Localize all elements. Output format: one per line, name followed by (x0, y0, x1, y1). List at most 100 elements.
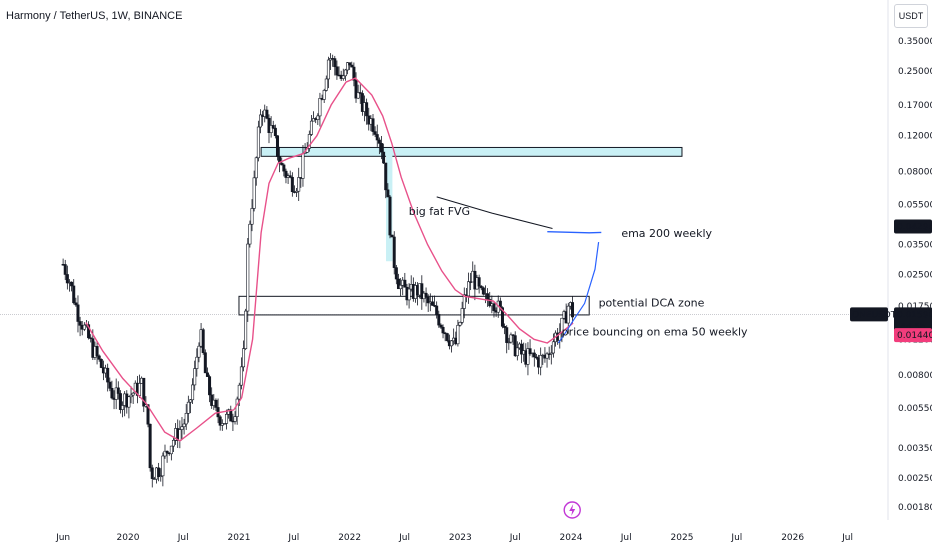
projection-line (557, 242, 600, 344)
x-tick-label: Jul (620, 533, 632, 543)
x-tick-label: Jul (509, 533, 521, 543)
candle (346, 61, 350, 75)
candle (201, 327, 205, 355)
currency-button[interactable]: USDT (894, 4, 928, 28)
y-tick-label: 0.02500 (898, 270, 932, 280)
candle (193, 360, 197, 391)
annotation-ema200: ema 200 weekly (621, 227, 712, 240)
candle-body (182, 423, 186, 428)
candle-body (350, 64, 354, 68)
candle-body (171, 439, 175, 447)
candle (275, 135, 279, 161)
candle-body (377, 139, 381, 144)
candle (458, 321, 462, 327)
candle (65, 265, 69, 290)
candle-body (388, 196, 392, 236)
candle (129, 386, 133, 404)
candle-body (72, 285, 76, 304)
candle (571, 296, 575, 323)
candle (70, 281, 74, 292)
candle-body (488, 299, 492, 307)
y-tick-label: 0.00250 (898, 474, 932, 484)
candle (441, 324, 445, 339)
candle-body (138, 383, 142, 396)
candle-body (365, 102, 369, 117)
candle-body (269, 125, 273, 133)
candle (284, 168, 288, 184)
x-tick-label: Jun (55, 533, 70, 543)
x-tick-label: 2024 (560, 533, 583, 543)
candle-body (356, 92, 360, 99)
bar-countdown: 4d 5h (900, 322, 926, 332)
candle-body (450, 340, 454, 347)
candle-body (420, 283, 424, 300)
candle (549, 345, 553, 365)
y-tick-label: 0.01750 (898, 302, 932, 312)
candle-body (271, 125, 275, 129)
candle (82, 322, 86, 332)
ema-line (85, 77, 574, 442)
candle (150, 464, 154, 488)
candle-body (460, 308, 464, 323)
candle (350, 61, 354, 68)
candle-body (318, 98, 322, 117)
candle-body (121, 405, 125, 410)
candle (437, 310, 441, 328)
candle-body (462, 294, 466, 309)
x-tick-label: Jul (398, 533, 410, 543)
candle-body (445, 333, 449, 341)
candle (505, 325, 509, 354)
candle-body (322, 90, 326, 100)
candle (165, 450, 169, 463)
candle (169, 445, 173, 461)
candle (399, 278, 403, 297)
candle (197, 342, 201, 363)
y-tick-label: 0.00350 (898, 444, 932, 454)
candle-body (242, 348, 246, 368)
candle-body (280, 162, 284, 166)
candle (142, 377, 146, 413)
candle-body (148, 423, 152, 469)
candle (492, 301, 496, 318)
candle-body (70, 281, 74, 287)
lightning-icon (569, 504, 576, 516)
candle-body (549, 352, 553, 355)
candle-body (178, 429, 182, 441)
ema50-price-value: 0.01440 (897, 331, 932, 341)
candle-body (87, 324, 91, 339)
candle-body (534, 356, 538, 359)
x-tick-label: Jul (841, 533, 853, 543)
candle-body (188, 399, 192, 403)
x-tick-label: 2020 (117, 533, 140, 543)
candle (222, 423, 226, 425)
y-tick-label: 0.12000 (898, 132, 932, 142)
candle (433, 295, 437, 308)
candle (390, 234, 394, 238)
candle (388, 195, 392, 239)
candle-body (265, 109, 269, 119)
candle (396, 273, 400, 290)
candle-body (500, 307, 504, 327)
candle (379, 136, 383, 160)
candle (254, 156, 258, 186)
candle (534, 353, 538, 360)
candle (430, 295, 434, 306)
y-tick-label: 0.35000 (898, 37, 932, 47)
candle (239, 357, 243, 390)
candle (97, 354, 101, 362)
candle-body (352, 66, 356, 81)
candle-body (348, 62, 352, 66)
candle (333, 55, 337, 76)
candle-body (424, 292, 428, 298)
candles (61, 53, 575, 488)
candle (171, 436, 175, 453)
candle (208, 374, 212, 403)
candle (509, 332, 513, 344)
candle-body (288, 175, 292, 178)
candle-body (76, 304, 80, 322)
candle-body (526, 348, 530, 365)
candle (184, 404, 188, 430)
candle (178, 420, 182, 449)
candle-body (197, 345, 201, 358)
